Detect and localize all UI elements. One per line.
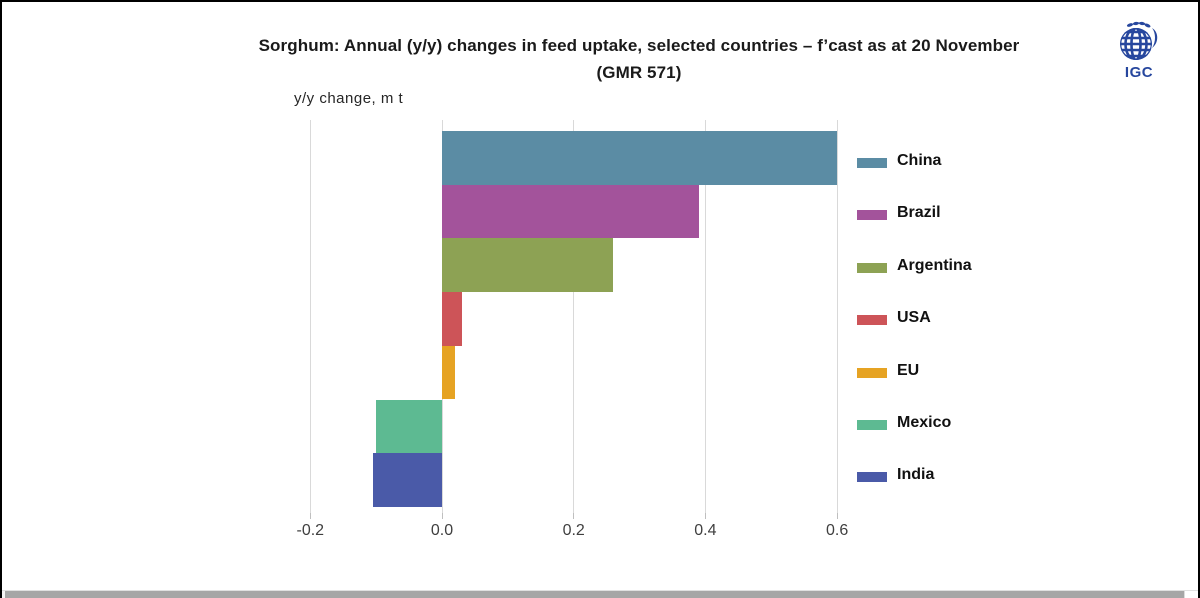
- chart-title-line1: Sorghum: Annual (y/y) changes in feed up…: [258, 36, 1020, 55]
- scrollbar-corner: [1184, 591, 1198, 598]
- legend-swatch: [857, 158, 887, 168]
- horizontal-scrollbar[interactable]: [2, 590, 1198, 598]
- x-axis-tick-label: 0.4: [694, 522, 717, 539]
- bar-brazil: [442, 184, 699, 239]
- x-axis-tick-mark: [704, 513, 706, 519]
- y-axis-unit-label: y/y change, m t: [294, 90, 404, 107]
- legend-label: China: [897, 152, 942, 169]
- bar-usa: [442, 292, 462, 346]
- legend-swatch: [857, 420, 887, 430]
- x-axis-tick-label: -0.2: [296, 522, 325, 539]
- x-axis-tick-label: 0.6: [825, 522, 849, 539]
- gridline: [441, 120, 443, 513]
- igc-globe-icon: [1120, 21, 1158, 60]
- x-axis-tick-mark: [309, 513, 311, 519]
- gridline: [573, 120, 575, 513]
- chart-title-line2: (GMR 571): [596, 63, 682, 82]
- bar-eu: [442, 345, 456, 400]
- bar-argentina: [442, 238, 614, 293]
- igc-logo-text: IGC: [1124, 64, 1154, 81]
- x-axis-tick-mark: [441, 513, 443, 519]
- legend-swatch: [857, 262, 887, 273]
- igc-logo: IGC: [1108, 18, 1170, 82]
- legend-label: USA: [897, 309, 931, 327]
- legend-swatch: [857, 367, 887, 378]
- x-axis-tick-label: 0.2: [562, 522, 585, 539]
- legend-label: EU: [897, 361, 920, 379]
- legend-swatch: [857, 210, 887, 221]
- bar-india: [372, 453, 442, 507]
- chart-title: Sorghum: Annual (y/y) changes in feed up…: [96, 32, 1182, 86]
- legend-swatch: [857, 315, 887, 326]
- legend-swatch: [857, 472, 887, 483]
- legend-label: Mexico: [897, 414, 952, 431]
- legend-label: Brazil: [897, 204, 941, 222]
- scrollbar-thumb[interactable]: [5, 591, 1185, 598]
- bar-china: [442, 131, 838, 185]
- legend-label: India: [897, 466, 935, 484]
- x-axis-tick-label: 0.0: [430, 522, 454, 539]
- gridline: [704, 120, 706, 513]
- x-axis-tick-mark: [573, 513, 575, 519]
- bar-mexico: [376, 399, 442, 454]
- gridline: [836, 120, 838, 513]
- gridline: [309, 120, 311, 513]
- x-axis-tick-mark: [836, 513, 838, 519]
- legend-label: Argentina: [897, 256, 972, 274]
